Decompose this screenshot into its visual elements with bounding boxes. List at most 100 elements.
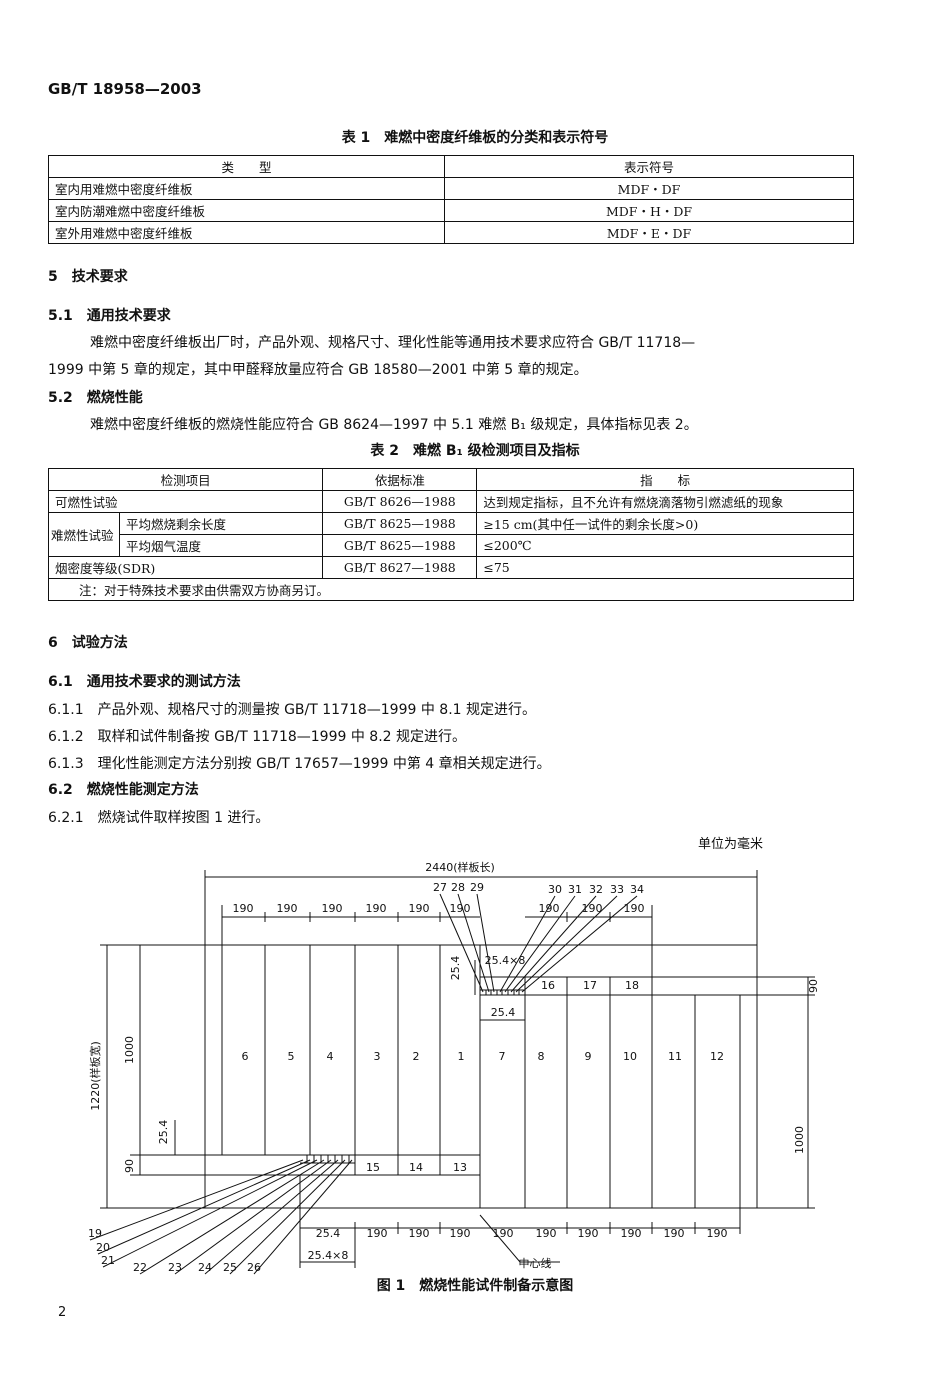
- figure-label: 13: [453, 1161, 467, 1174]
- paragraph-line: 6.1.2 取样和试件制备按 GB/T 11718—1999 中 8.2 规定进…: [48, 729, 467, 745]
- figure-label: 190: [664, 1227, 685, 1240]
- figure-label: 14: [409, 1161, 423, 1174]
- td: 可燃性试验: [47, 490, 324, 513]
- figure-label: 19: [88, 1227, 102, 1240]
- figure-label: 中心线: [519, 1256, 552, 1270]
- figure-caption: 图 1 燃烧性能试件制备示意图: [376, 1278, 574, 1294]
- figure-label: 15: [366, 1161, 380, 1174]
- figure-label: 34: [630, 883, 644, 896]
- table-1: 类 型表示符号 室内用难燃中密度纤维板 MDF・DF 室内防潮难燃中密度纤维板 MD…: [48, 155, 854, 244]
- figure-label: 25.4: [449, 956, 462, 981]
- figure-label: 2440(样板长): [425, 860, 495, 874]
- figure-label: 33: [610, 883, 624, 896]
- figure-label: 22: [133, 1261, 147, 1274]
- paragraph-line: 难燃中密度纤维板出厂时，产品外观、规格尺寸、理化性能等通用技术要求应符合 GB/…: [90, 335, 696, 351]
- figure-label: 24: [198, 1261, 212, 1274]
- paragraph-line: 6.2.1 燃烧试件取样按图 1 进行。: [48, 810, 270, 826]
- figure-label: 21: [101, 1254, 115, 1267]
- figure-label: 25.4×8: [485, 954, 526, 967]
- figure-label: 1220(样板宽): [88, 1041, 102, 1111]
- figure-label: 31: [568, 883, 582, 896]
- figure-label: 90: [123, 1159, 136, 1173]
- figure-label: 190: [409, 902, 430, 915]
- figure-label: 190: [578, 1227, 599, 1240]
- td: 达到规定指标，且不允许有燃烧滴落物引燃滤纸的现象: [476, 490, 854, 513]
- figure-label: 1: [458, 1050, 465, 1063]
- figure-label: 32: [589, 883, 603, 896]
- heading: 5.2 燃烧性能: [48, 390, 143, 406]
- th: 检测项目: [47, 468, 324, 491]
- figure-label: 27: [433, 881, 447, 894]
- figure-label: 8: [538, 1050, 545, 1063]
- figure-label: 10: [623, 1050, 637, 1063]
- unit: 单位为毫米: [698, 837, 764, 852]
- figure-label: 190: [621, 1227, 642, 1240]
- td: 平均烟气温度: [118, 534, 324, 557]
- figure-label: 7: [499, 1050, 506, 1063]
- page-number: 2: [58, 1305, 67, 1320]
- figure-label: 190: [624, 902, 645, 915]
- heading: 6.1 通用技术要求的测试方法: [48, 674, 241, 690]
- heading: 5 技术要求: [48, 269, 128, 285]
- figure-label: 190: [233, 902, 254, 915]
- figure-label: 190: [277, 902, 298, 915]
- table-2: 检测项目 依据标准指 标 可燃性试验 GB/T 8626—1988 达到规定指标，且不…: [47, 468, 854, 601]
- table-title: 表 1 难燃中密度纤维板的分类和表示符号: [341, 130, 609, 146]
- th: 指 标: [476, 468, 854, 491]
- figure-label: 90: [807, 979, 820, 993]
- th: 依据标准: [322, 468, 478, 491]
- figure-label: 30: [548, 883, 562, 896]
- paragraph-line: 难燃中密度纤维板的燃烧性能应符合 GB 8624—1997 中 5.1 难燃 B…: [90, 417, 698, 433]
- paragraph-line: 6.1.3 理化性能测定方法分别按 GB/T 17657—1999 中第 4 章…: [48, 756, 551, 772]
- figure-label: 4: [327, 1050, 334, 1063]
- td: 平均燃烧剩余长度: [118, 512, 324, 535]
- td: ≥15 cm(其中任一试件的剩余长度>0): [476, 512, 854, 535]
- figure-label: 190: [409, 1227, 430, 1240]
- figure-lines: [89, 870, 815, 1275]
- figure-label: 5: [288, 1050, 295, 1063]
- figure-label: 11: [668, 1050, 682, 1063]
- figure-label: 25.4: [157, 1120, 170, 1145]
- figure-label: 25.4×8: [308, 1249, 349, 1262]
- td: GB/T 8626—1988: [322, 490, 478, 513]
- heading: 6 试验方法: [48, 635, 128, 651]
- td: GB/T 8627—1988: [322, 556, 478, 579]
- figure-label: 1000: [123, 1036, 136, 1064]
- figure-label: 190: [539, 902, 560, 915]
- td: GB/T 8625—1988: [322, 534, 478, 557]
- figure-label: 9: [585, 1050, 592, 1063]
- figure-label: 25.4: [491, 1006, 516, 1019]
- figure-label: 25: [223, 1261, 237, 1274]
- figure-label: 26: [247, 1261, 261, 1274]
- figure-label: 190: [493, 1227, 514, 1240]
- figure-label: 190: [450, 902, 471, 915]
- figure-label: 190: [366, 902, 387, 915]
- figure-label: 17: [583, 979, 597, 992]
- figure-label: 16: [541, 979, 555, 992]
- figure-label: 190: [536, 1227, 557, 1240]
- figure-label: 6: [242, 1050, 249, 1063]
- td: 室外用难燃中密度纤维板: [48, 221, 445, 244]
- figure-label: 29: [470, 881, 484, 894]
- td: MDF・E・DF: [444, 221, 854, 244]
- paragraph-line: 6.1.1 产品外观、规格尺寸的测量按 GB/T 11718—1999 中 8.…: [48, 702, 537, 718]
- figure-label: 3: [374, 1050, 381, 1063]
- figure-label: 28: [451, 881, 465, 894]
- heading: 5.1 通用技术要求: [48, 308, 171, 324]
- figure-label: 23: [168, 1261, 182, 1274]
- td: 注：对于特殊技术要求由供需双方协商另订。: [48, 578, 854, 601]
- paragraph-line: 1999 中第 5 章的规定，其中甲醛释放量应符合 GB 18580—2001 …: [48, 362, 588, 378]
- heading: 6.2 燃烧性能测定方法: [48, 782, 199, 798]
- figure-label: 1000: [793, 1126, 806, 1154]
- figure-label: 25.4: [316, 1227, 341, 1240]
- figure-label: 190: [707, 1227, 728, 1240]
- figure-label: 18: [625, 979, 639, 992]
- figure-label: 20: [96, 1241, 110, 1254]
- doc-code: GB/T 18958—2003: [48, 80, 202, 98]
- figure-label: 2: [413, 1050, 420, 1063]
- figure-label: 12: [710, 1050, 724, 1063]
- figure-label: 190: [582, 902, 603, 915]
- figure-label: 190: [450, 1227, 471, 1240]
